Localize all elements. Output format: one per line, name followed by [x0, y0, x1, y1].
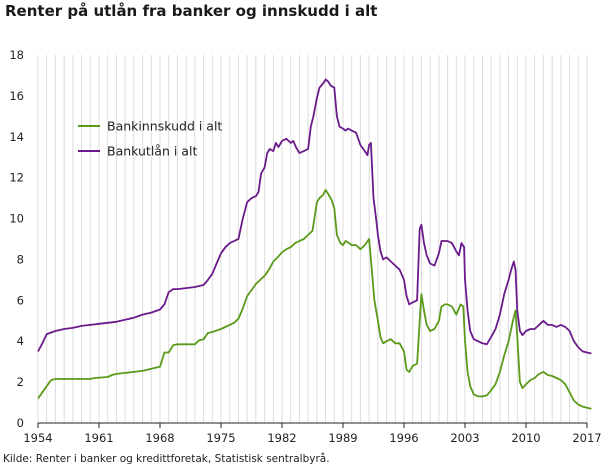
source-note: Kilde: Renter i banker og kredittforetak… — [3, 453, 330, 465]
y-tick-label: 6 — [17, 293, 24, 307]
y-tick-label: 16 — [9, 89, 24, 103]
legend-label-1: Bankutlån i alt — [107, 144, 197, 159]
x-tick-label: 1968 — [145, 431, 174, 445]
y-tick-label: 0 — [17, 416, 24, 430]
x-tick-label: 1961 — [84, 431, 113, 445]
y-tick-label: 10 — [9, 212, 24, 226]
y-axis-ticks: 0 2 4 6 8 10 12 14 16 18 — [9, 48, 24, 430]
y-tick-label: 12 — [9, 171, 24, 185]
legend-label-0: Bankinnskudd i alt — [107, 119, 222, 134]
chart-title: Renter på utlån fra banker og innskudd i… — [5, 2, 378, 20]
x-tick-label: 1989 — [328, 431, 357, 445]
x-tick-label: 1975 — [206, 431, 235, 445]
y-tick-label: 8 — [17, 252, 24, 266]
y-tick-label: 2 — [17, 375, 24, 389]
series-lines — [37, 78, 592, 410]
legend: Bankinnskudd i alt Bankutlån i alt — [78, 119, 222, 159]
grid-lines — [37, 55, 588, 423]
x-tick-label: 1954 — [23, 431, 52, 445]
x-axis-ticks: 1954 1961 1968 1975 1982 1989 1996 2003 2010 2017 — [23, 423, 602, 445]
x-tick-label: 2003 — [450, 431, 479, 445]
series-line-1 — [37, 78, 592, 355]
y-tick-label: 14 — [9, 130, 24, 144]
x-tick-label: 1996 — [389, 431, 418, 445]
x-tick-label: 2010 — [511, 431, 540, 445]
x-tick-label: 1982 — [267, 431, 296, 445]
y-tick-label: 18 — [9, 48, 24, 62]
x-tick-label: 2017 — [572, 431, 601, 445]
y-tick-label: 4 — [17, 334, 24, 348]
series-line-0 — [37, 189, 592, 410]
